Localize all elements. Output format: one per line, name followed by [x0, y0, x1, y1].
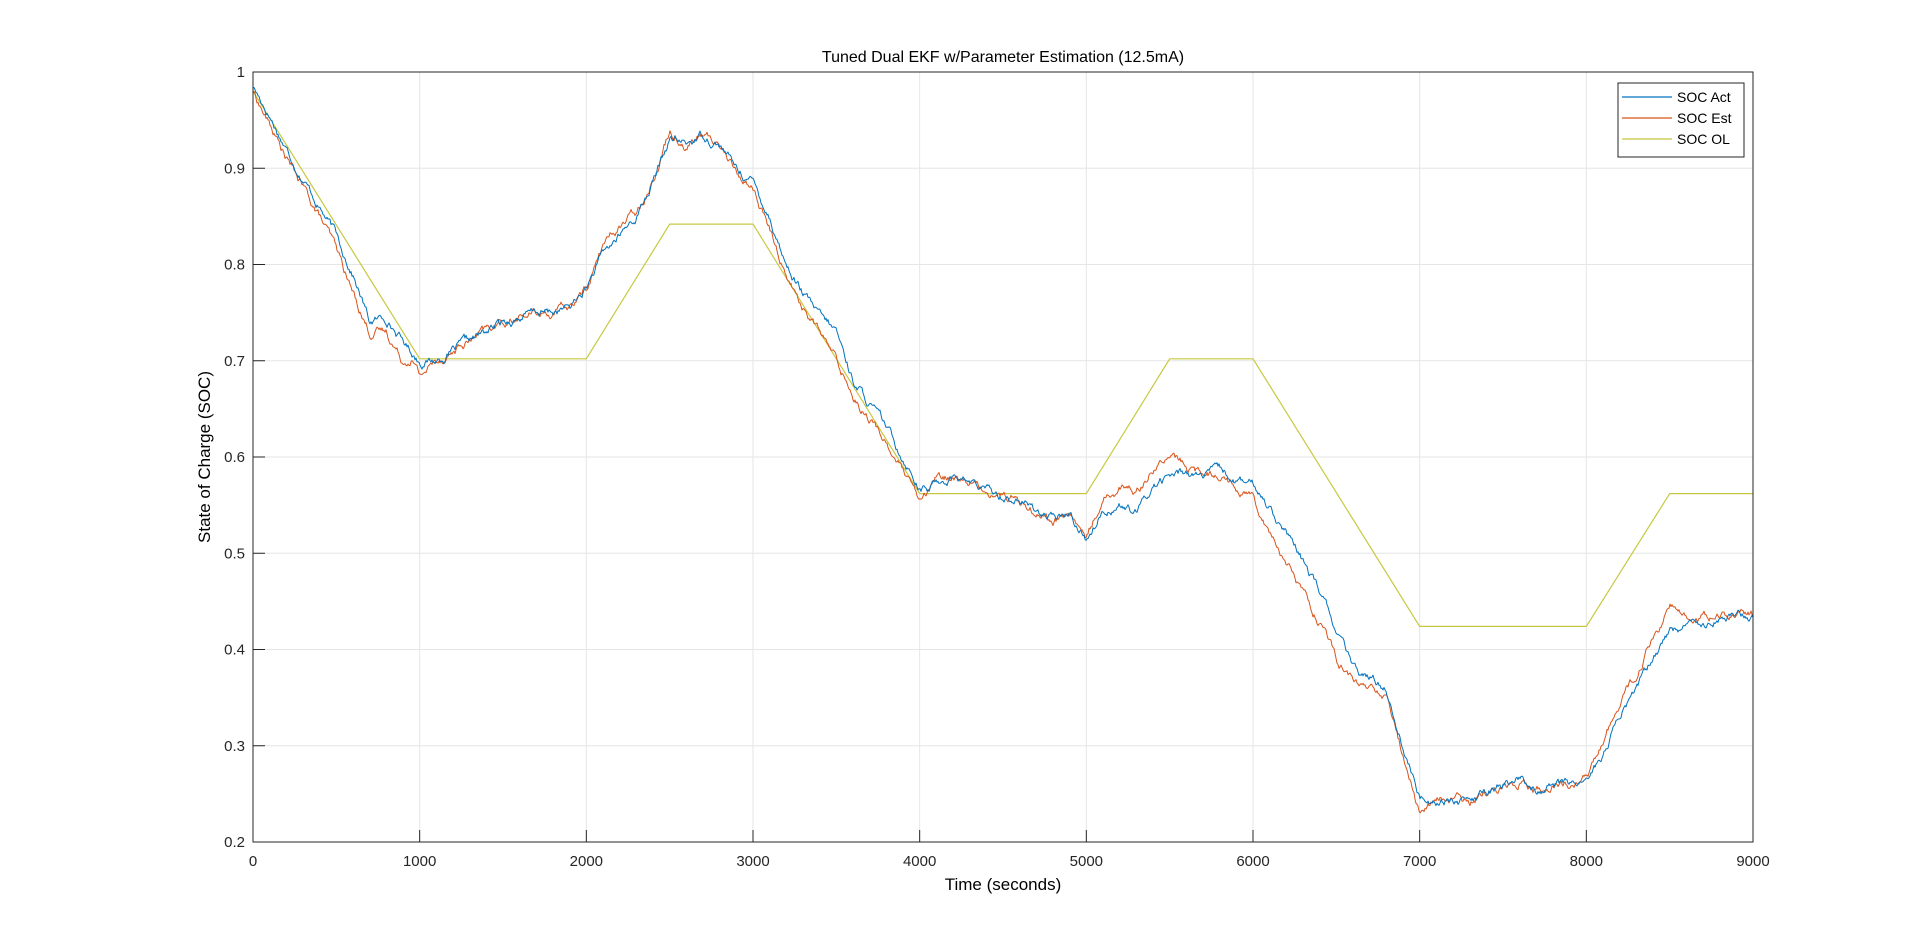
grid-lines [253, 72, 1753, 842]
legend-label-soc-act: SOC Act [1677, 89, 1731, 105]
legend: SOC Act SOC Est SOC OL [1617, 82, 1745, 158]
y-tick-label: 0.3 [224, 738, 245, 755]
x-tick-label: 8000 [1570, 853, 1603, 870]
x-tick-label: 0 [249, 853, 257, 870]
x-tick-label: 9000 [1736, 853, 1769, 870]
series-line-soc-act [252, 87, 1754, 807]
x-tick-label: 3000 [736, 853, 769, 870]
y-tick-label: 0.4 [224, 642, 245, 659]
y-axis-label: State of Charge (SOC) [195, 371, 214, 543]
y-tick-label: 0.6 [224, 449, 245, 466]
legend-label-soc-est: SOC Est [1677, 110, 1732, 126]
chart-title: Tuned Dual EKF w/Parameter Estimation (1… [822, 49, 1184, 66]
x-tick-label: 6000 [1236, 853, 1269, 870]
x-tick-label: 7000 [1403, 853, 1436, 870]
legend-label-soc-ol: SOC OL [1677, 131, 1730, 147]
y-tick-label: 0.7 [224, 353, 245, 370]
x-axis-label: Time (seconds) [945, 875, 1062, 894]
x-tick-label: 4000 [903, 853, 936, 870]
y-tick-label: 0.9 [224, 160, 245, 177]
legend-box [1617, 82, 1745, 158]
series-lines [252, 87, 1754, 814]
y-tick-label: 0.2 [224, 834, 245, 851]
y-tick-label: 0.8 [224, 257, 245, 274]
x-tick-label: 2000 [570, 853, 603, 870]
axis-ticks: 0 1000 2000 3000 4000 5000 6000 7000 8000 9000 0.2… [224, 64, 1770, 870]
y-tick-label: 0.5 [224, 545, 245, 562]
x-tick-label: 5000 [1070, 853, 1103, 870]
y-tick-label: 1 [237, 64, 245, 81]
series-line-soc-ol [252, 90, 1753, 627]
x-tick-label: 1000 [403, 853, 436, 870]
